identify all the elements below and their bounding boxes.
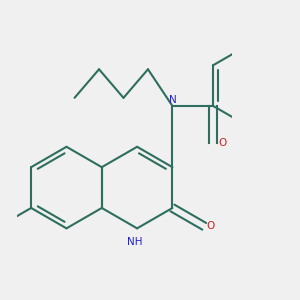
Text: O: O	[219, 138, 227, 148]
Text: NH: NH	[127, 237, 143, 247]
Text: N: N	[169, 95, 176, 105]
Text: O: O	[206, 221, 214, 231]
